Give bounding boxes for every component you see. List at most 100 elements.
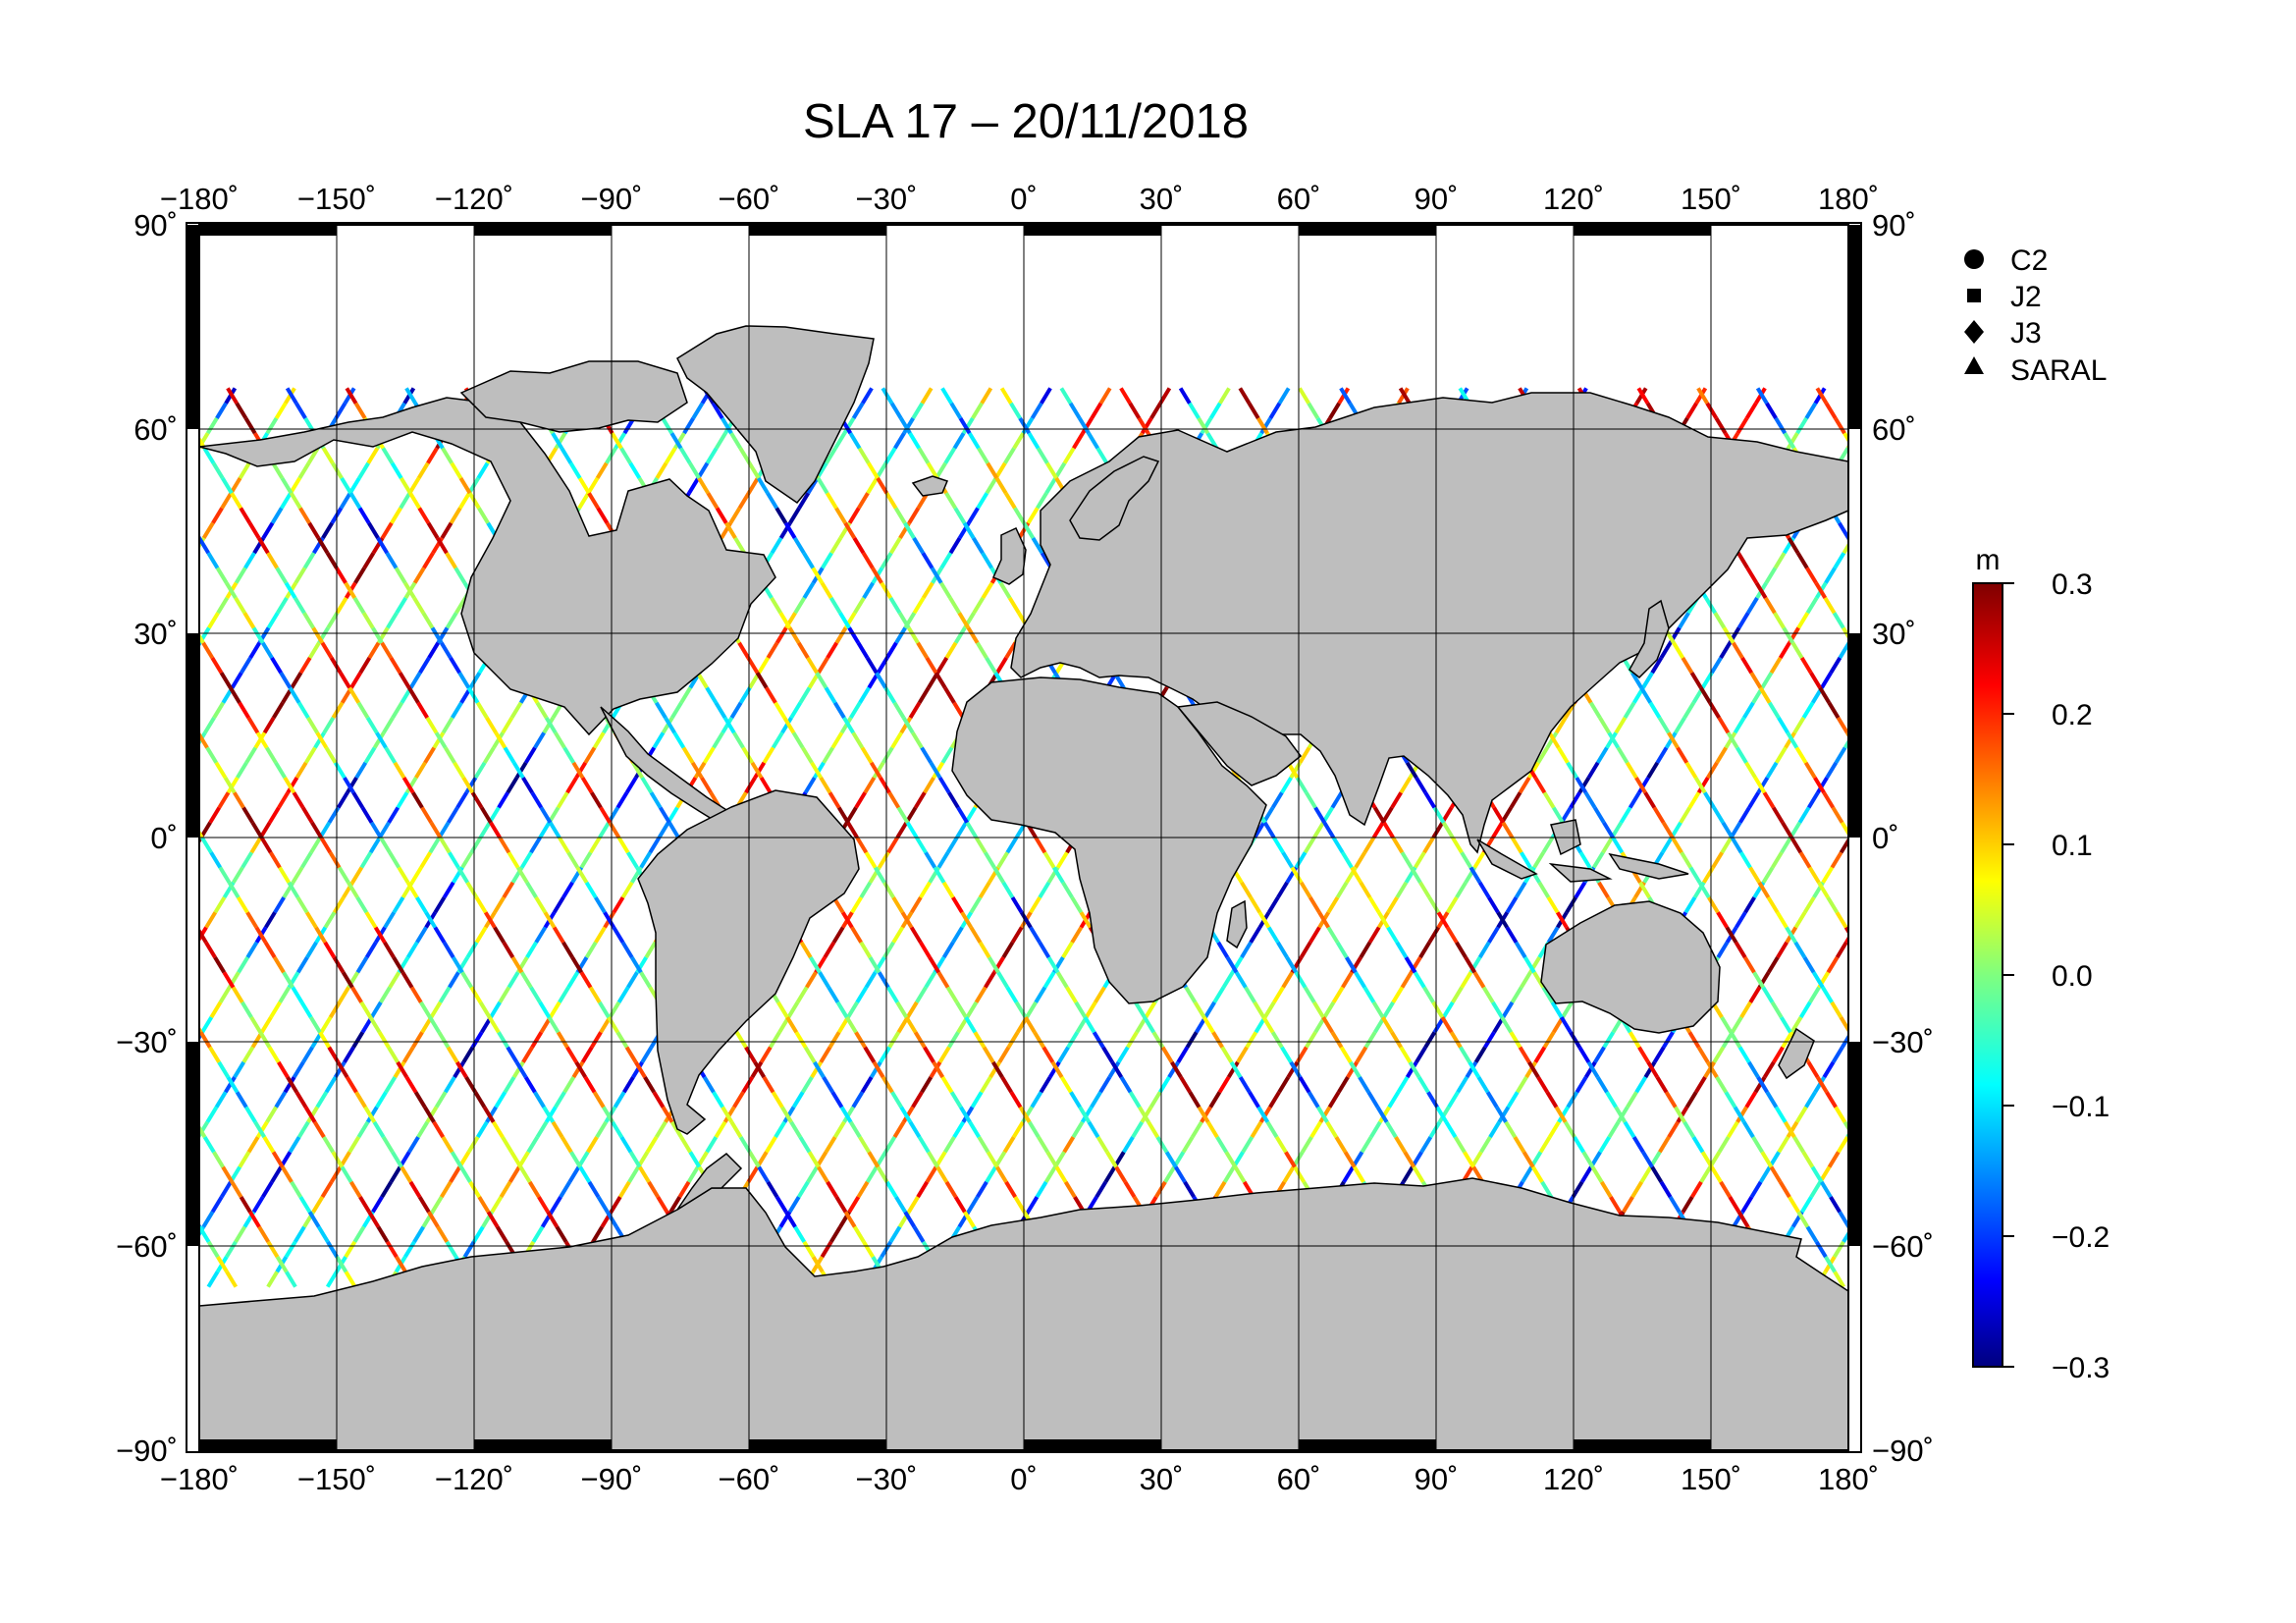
track-segment [858,686,871,704]
track-segment [216,596,230,615]
track-segment [213,895,227,914]
track-segment [2096,1271,2105,1286]
track-segment [747,476,760,495]
track-segment [2113,388,2122,403]
track-segment [325,1271,339,1288]
track-segment [862,581,875,599]
track-segment [860,1076,874,1094]
track-segment [167,1271,176,1286]
track-segment [2244,732,2253,747]
track-segment [859,881,873,899]
track-segment [2087,627,2096,642]
track-segment [2103,868,2111,883]
track-segment [1702,866,1715,884]
track-segment [244,746,258,764]
track-segment [283,1076,296,1094]
track-segment [823,941,836,959]
track-segment [1894,1212,1902,1226]
track-segment [1622,1196,1634,1214]
track-segment [2041,508,2050,522]
track-segment [91,807,100,822]
track-segment [1181,1136,1195,1154]
track-segment [414,761,427,780]
track-segment [2039,972,2048,987]
track-segment [1309,1120,1323,1139]
track-segment [920,1076,934,1094]
track-segment [1880,1167,1889,1182]
track-segment [418,656,431,675]
track-segment [2168,493,2177,508]
track-segment [1253,821,1266,839]
track-segment [445,612,458,629]
track-segment [88,418,97,433]
track-segment [1330,791,1344,809]
track-segment [288,1136,301,1154]
track-segment [548,1001,561,1019]
track-segment [705,447,719,464]
track-segment [462,1240,476,1259]
track-segment [561,881,574,899]
track-segment [1789,1016,1803,1034]
track-segment [2181,1032,2190,1047]
track-segment [2036,1271,2045,1286]
track-segment [1841,1033,1848,1049]
track-segment [403,1240,416,1259]
track-segment [1527,761,1540,780]
track-segment [1460,971,1473,989]
track-segment [2256,448,2265,462]
track-segment [290,672,303,689]
track-segment [121,1152,130,1166]
track-segment [857,492,870,510]
track-segment [218,986,232,1003]
track-segment [558,986,570,1003]
track-segment [952,1120,966,1139]
track-segment [1976,418,1985,433]
track-segment [1026,1196,1040,1214]
track-segment [39,598,48,613]
track-segment [2046,1257,2055,1271]
track-segment [1935,388,1944,403]
track-segment [375,1091,388,1109]
track-segment [762,746,775,764]
track-segment [12,643,21,658]
track-segment [1280,776,1293,794]
track-segment [1806,791,1820,809]
track-segment [319,1016,333,1034]
track-segment [326,612,340,629]
track-segment [1744,402,1758,419]
track-segment [2057,943,2066,957]
track-segment [162,1182,171,1197]
track-segment [1967,433,1976,448]
track-segment [1080,1106,1094,1123]
track-segment [238,461,251,479]
track-segment [806,1165,819,1183]
track-segment [737,492,751,510]
track-segment [1098,1076,1112,1094]
track-segment [353,567,366,584]
track-segment [1871,1182,1880,1197]
track-segment [1953,1212,1962,1226]
track-segment [1536,746,1550,764]
track-segment [1715,746,1729,764]
track-segment [1922,508,1931,522]
track-segment [1623,701,1636,720]
track-segment [1518,776,1531,794]
track-segment [1678,612,1690,629]
track-segment [1822,1060,1836,1079]
track-segment [1935,1242,1944,1257]
track-segment [129,943,137,957]
track-segment [2273,418,2282,433]
track-segment [580,1046,594,1063]
track-segment [951,926,964,944]
track-segment [741,1076,755,1094]
track-segment [753,761,767,780]
track-segment [1914,718,1923,732]
track-segment [297,461,311,479]
track-segment [1098,387,1112,405]
track-segment [1932,687,1941,702]
track-segment [1541,836,1555,854]
track-segment [64,852,73,867]
track-segment [2251,1212,2260,1226]
track-segment [77,732,85,747]
track-segment [2044,1062,2053,1077]
